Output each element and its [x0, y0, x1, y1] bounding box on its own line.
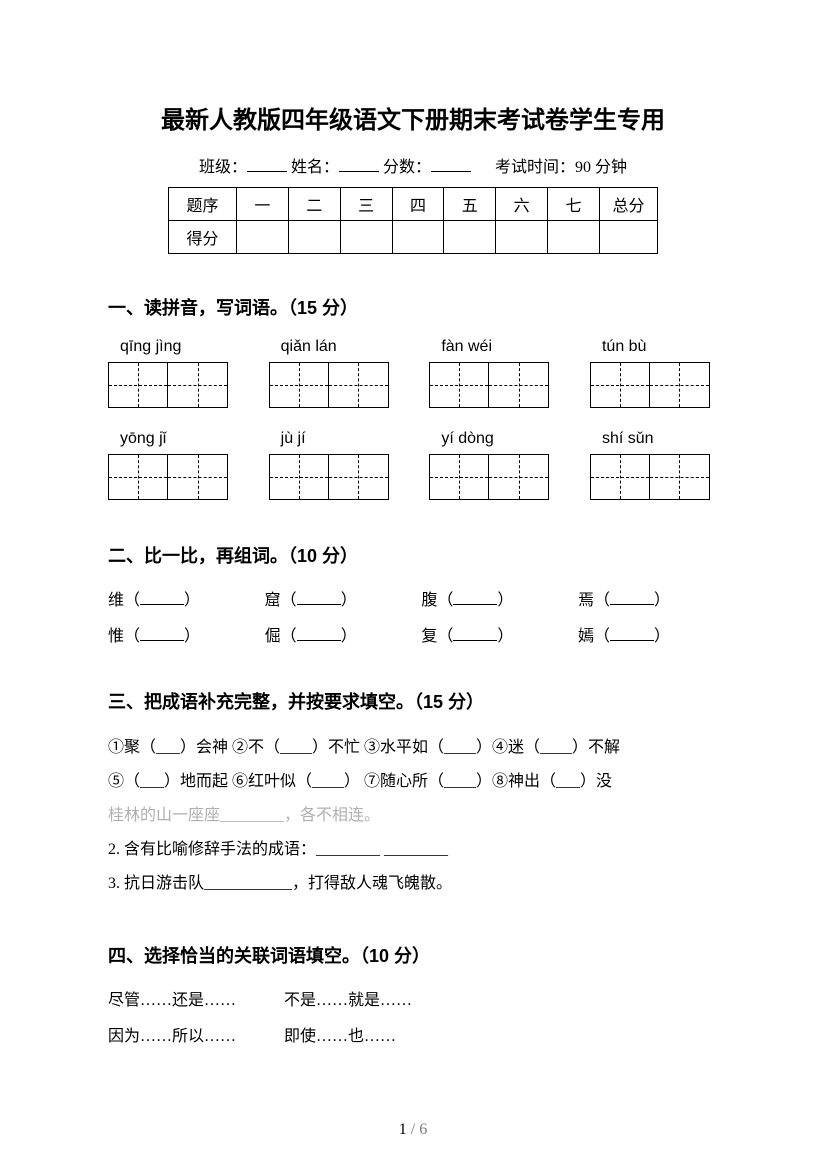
score-table: 题序 一 二 三 四 五 六 七 总分 得分: [168, 187, 658, 254]
char-box-pair[interactable]: [108, 362, 228, 408]
page-total: 6: [419, 1121, 427, 1138]
pinyin-text: fàn wéi: [429, 338, 557, 356]
score-cell[interactable]: [548, 221, 600, 254]
section-4: 四、选择恰当的关联词语填空。（10 分） 尽管……还是…… 不是……就是…… 因…: [108, 942, 718, 1046]
pinyin-text: qīng jìng: [108, 338, 236, 356]
idiom-line: 3. 抗日游击队___________，打得敌人魂飞魄散。: [108, 868, 718, 900]
pinyin-item: yōng jǐ: [108, 430, 236, 500]
idiom-line: ⑤（___）地而起 ⑥红叶似（____） ⑦随心所（____）⑧神出（___）没: [108, 766, 718, 798]
pinyin-text: shí sǔn: [590, 430, 718, 448]
compare-item: 焉（）: [578, 586, 718, 610]
class-blank[interactable]: [247, 156, 287, 172]
section-heading: 二、比一比，再组词。（10 分）: [108, 542, 718, 568]
conj-option: 因为……所以……: [108, 1028, 236, 1045]
pinyin-text: yí dòng: [429, 430, 557, 448]
pinyin-text: yōng jǐ: [108, 430, 236, 448]
row-header: 题序: [169, 188, 237, 221]
table-row: 题序 一 二 三 四 五 六 七 总分: [169, 188, 658, 221]
fill-blank[interactable]: [453, 627, 497, 641]
section-heading: 三、把成语补充完整，并按要求填空。（15 分）: [108, 688, 718, 714]
table-row: 得分: [169, 221, 658, 254]
compare-item: 倔（）: [265, 622, 405, 646]
score-cell[interactable]: [340, 221, 392, 254]
char-box-pair[interactable]: [590, 362, 710, 408]
class-label: 班级：: [199, 159, 247, 176]
pinyin-text: jù jí: [269, 430, 397, 448]
pinyin-group: qīng jìng qiǎn lán fàn wéi tún bù: [108, 338, 718, 408]
col-header: 三: [340, 188, 392, 221]
pinyin-item: qīng jìng: [108, 338, 236, 408]
char-box-pair[interactable]: [429, 362, 549, 408]
idiom-line: ①聚（___）会神 ②不（____）不忙 ③水平如（____）④迷（____）不…: [108, 732, 718, 764]
score-cell[interactable]: [600, 221, 658, 254]
pinyin-item: tún bù: [590, 338, 718, 408]
section-1: 一、读拼音，写词语。（15 分） qīng jìng qiǎn lán fàn …: [108, 294, 718, 500]
conj-option: 即使……也……: [284, 1028, 396, 1045]
fill-blank[interactable]: [453, 591, 497, 605]
score-blank[interactable]: [431, 156, 471, 172]
col-header: 七: [548, 188, 600, 221]
row-header: 得分: [169, 221, 237, 254]
char-box-pair[interactable]: [269, 362, 389, 408]
score-cell[interactable]: [288, 221, 340, 254]
char-box-pair[interactable]: [590, 454, 710, 500]
section-heading: 一、读拼音，写词语。（15 分）: [108, 294, 718, 320]
page-current: 1: [399, 1121, 407, 1138]
col-header: 五: [444, 188, 496, 221]
char-box-pair[interactable]: [108, 454, 228, 500]
page-title: 最新人教版四年级语文下册期末考试卷学生专用: [108, 100, 718, 135]
col-header: 二: [288, 188, 340, 221]
score-cell[interactable]: [496, 221, 548, 254]
header-info: 班级： 姓名： 分数： 考试时间：90 分钟: [108, 153, 718, 177]
pinyin-text: tún bù: [590, 338, 718, 356]
score-cell[interactable]: [392, 221, 444, 254]
pinyin-text: qiǎn lán: [269, 338, 397, 356]
fill-blank[interactable]: [610, 591, 654, 605]
idiom-line: 2. 含有比喻修辞手法的成语：________ ________: [108, 834, 718, 866]
compare-row: 维（） 窟（） 腹（） 焉（）: [108, 586, 718, 610]
page-number: 1 / 6: [0, 1121, 826, 1139]
col-header: 六: [496, 188, 548, 221]
conjunction-row: 因为……所以…… 即使……也……: [108, 1022, 718, 1046]
fill-blank[interactable]: [140, 591, 184, 605]
compare-item: 窟（）: [265, 586, 405, 610]
time-label: 考试时间：90 分钟: [495, 159, 627, 176]
conj-option: 不是……就是……: [284, 992, 412, 1009]
section-3: 三、把成语补充完整，并按要求填空。（15 分） ①聚（___）会神 ②不（___…: [108, 688, 718, 900]
fill-blank[interactable]: [610, 627, 654, 641]
compare-row: 惟（） 倔（） 复（） 嫣（）: [108, 622, 718, 646]
fill-blank[interactable]: [297, 591, 341, 605]
section-heading: 四、选择恰当的关联词语填空。（10 分）: [108, 942, 718, 968]
name-blank[interactable]: [339, 156, 379, 172]
section-2: 二、比一比，再组词。（10 分） 维（） 窟（） 腹（） 焉（） 惟（） 倔（）…: [108, 542, 718, 646]
idiom-line: 桂林的山一座座________，各不相连。: [108, 800, 718, 832]
compare-item: 维（）: [108, 586, 248, 610]
pinyin-item: shí sǔn: [590, 430, 718, 500]
pinyin-item: jù jí: [269, 430, 397, 500]
fill-blank[interactable]: [140, 627, 184, 641]
compare-item: 嫣（）: [578, 622, 718, 646]
pinyin-item: fàn wéi: [429, 338, 557, 408]
compare-item: 腹（）: [421, 586, 561, 610]
score-cell[interactable]: [237, 221, 289, 254]
pinyin-item: yí dòng: [429, 430, 557, 500]
conj-option: 尽管……还是……: [108, 992, 236, 1009]
score-cell[interactable]: [444, 221, 496, 254]
pinyin-item: qiǎn lán: [269, 338, 397, 408]
fill-blank[interactable]: [297, 627, 341, 641]
col-header: 总分: [600, 188, 658, 221]
compare-item: 复（）: [421, 622, 561, 646]
pinyin-group: yōng jǐ jù jí yí dòng shí sǔn: [108, 430, 718, 500]
char-box-pair[interactable]: [269, 454, 389, 500]
col-header: 四: [392, 188, 444, 221]
pinyin-row: yōng jǐ jù jí yí dòng shí sǔn: [108, 430, 718, 500]
col-header: 一: [237, 188, 289, 221]
compare-item: 惟（）: [108, 622, 248, 646]
pinyin-row: qīng jìng qiǎn lán fàn wéi tún bù: [108, 338, 718, 408]
name-label: 姓名：: [291, 159, 339, 176]
char-box-pair[interactable]: [429, 454, 549, 500]
score-label: 分数：: [383, 159, 431, 176]
conjunction-row: 尽管……还是…… 不是……就是……: [108, 986, 718, 1010]
